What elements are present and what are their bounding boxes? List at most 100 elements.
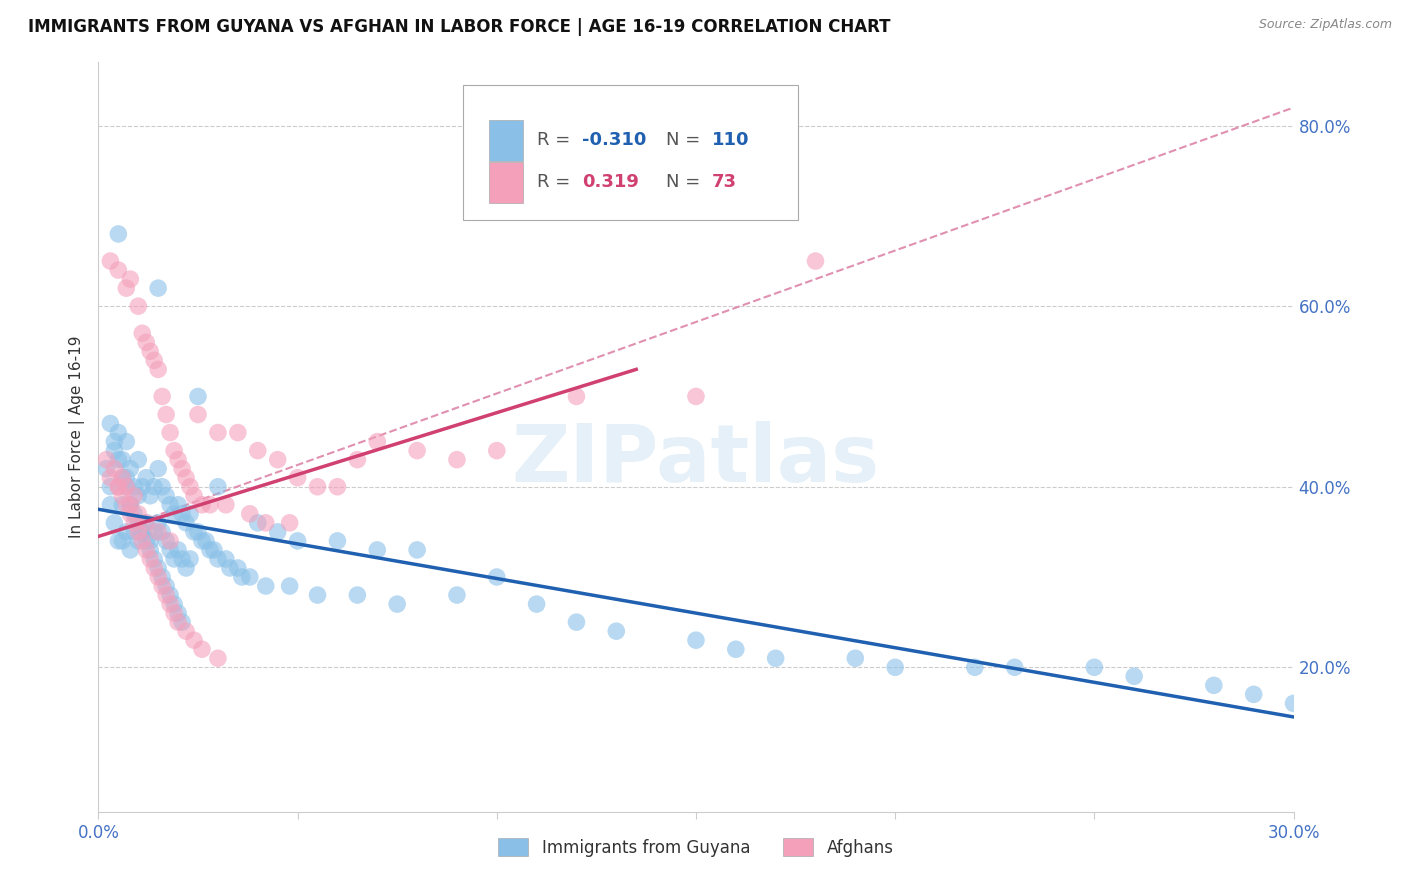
Text: -0.310: -0.310 bbox=[582, 131, 647, 149]
Point bbox=[191, 642, 214, 657]
Point bbox=[765, 651, 787, 665]
Point bbox=[167, 543, 190, 558]
Point bbox=[183, 633, 205, 648]
Point bbox=[155, 588, 177, 602]
Point bbox=[226, 425, 249, 440]
Point bbox=[135, 335, 157, 350]
Point bbox=[844, 651, 866, 665]
Point bbox=[96, 452, 118, 467]
Point bbox=[172, 552, 194, 566]
Point bbox=[159, 533, 181, 548]
Point bbox=[159, 588, 181, 602]
Point bbox=[150, 480, 173, 494]
Point bbox=[1282, 697, 1305, 711]
Text: 110: 110 bbox=[711, 131, 749, 149]
Point bbox=[115, 480, 138, 494]
Point bbox=[103, 434, 125, 449]
Point bbox=[148, 516, 170, 530]
Point bbox=[159, 498, 181, 512]
Point bbox=[207, 425, 229, 440]
Point bbox=[124, 507, 146, 521]
Point bbox=[406, 543, 429, 558]
Point bbox=[254, 579, 277, 593]
Point bbox=[1083, 660, 1105, 674]
Point bbox=[103, 443, 125, 458]
Point bbox=[135, 543, 157, 558]
Point bbox=[207, 552, 229, 566]
Point bbox=[120, 498, 142, 512]
Point bbox=[1202, 678, 1225, 692]
Point bbox=[143, 552, 166, 566]
Point bbox=[174, 561, 197, 575]
Point bbox=[150, 524, 173, 539]
Point bbox=[226, 561, 249, 575]
Point bbox=[131, 480, 153, 494]
Point bbox=[115, 524, 138, 539]
Point bbox=[385, 597, 409, 611]
Point bbox=[155, 489, 177, 503]
Point bbox=[98, 471, 122, 485]
Point bbox=[135, 516, 157, 530]
Point bbox=[163, 597, 186, 611]
Point bbox=[605, 624, 627, 639]
Point bbox=[198, 498, 221, 512]
Point bbox=[187, 524, 209, 539]
Point bbox=[231, 570, 253, 584]
Point bbox=[565, 389, 588, 403]
Text: R =: R = bbox=[537, 173, 582, 191]
Point bbox=[174, 471, 197, 485]
Point bbox=[120, 507, 142, 521]
Point bbox=[526, 597, 548, 611]
Point bbox=[565, 615, 588, 629]
Point bbox=[127, 507, 149, 521]
Point bbox=[127, 533, 149, 548]
Point bbox=[139, 344, 162, 359]
Point bbox=[150, 389, 173, 403]
Point bbox=[98, 498, 122, 512]
Point bbox=[326, 533, 349, 548]
Point bbox=[155, 533, 177, 548]
Point bbox=[124, 480, 146, 494]
FancyBboxPatch shape bbox=[463, 85, 797, 219]
Text: IMMIGRANTS FROM GUYANA VS AFGHAN IN LABOR FORCE | AGE 16-19 CORRELATION CHART: IMMIGRANTS FROM GUYANA VS AFGHAN IN LABO… bbox=[28, 18, 890, 36]
Point bbox=[198, 543, 221, 558]
Point bbox=[159, 597, 181, 611]
Point bbox=[804, 254, 827, 268]
Point bbox=[150, 579, 173, 593]
Point bbox=[103, 516, 125, 530]
Point bbox=[174, 516, 197, 530]
FancyBboxPatch shape bbox=[489, 161, 523, 202]
Point bbox=[187, 408, 209, 422]
Point bbox=[446, 452, 468, 467]
Point bbox=[167, 452, 190, 467]
Point bbox=[207, 480, 229, 494]
Point bbox=[131, 533, 153, 548]
Point bbox=[143, 524, 166, 539]
Point bbox=[159, 425, 181, 440]
Point bbox=[115, 281, 138, 295]
Point bbox=[115, 471, 138, 485]
Y-axis label: In Labor Force | Age 16-19: In Labor Force | Age 16-19 bbox=[69, 335, 84, 539]
Point bbox=[346, 588, 368, 602]
Text: 73: 73 bbox=[711, 173, 737, 191]
Point bbox=[143, 561, 166, 575]
Text: Source: ZipAtlas.com: Source: ZipAtlas.com bbox=[1258, 18, 1392, 31]
Point bbox=[179, 480, 201, 494]
Point bbox=[120, 498, 142, 512]
Point bbox=[183, 489, 205, 503]
Point bbox=[111, 533, 134, 548]
Point bbox=[724, 642, 747, 657]
Point bbox=[120, 461, 142, 475]
Point bbox=[884, 660, 907, 674]
Point bbox=[148, 362, 170, 376]
Point bbox=[307, 588, 329, 602]
Point bbox=[139, 543, 162, 558]
Point bbox=[163, 552, 186, 566]
Point bbox=[219, 561, 242, 575]
Point bbox=[207, 651, 229, 665]
Point bbox=[167, 615, 190, 629]
Point bbox=[187, 389, 209, 403]
Point bbox=[485, 443, 508, 458]
Point bbox=[143, 480, 166, 494]
Point bbox=[111, 489, 134, 503]
